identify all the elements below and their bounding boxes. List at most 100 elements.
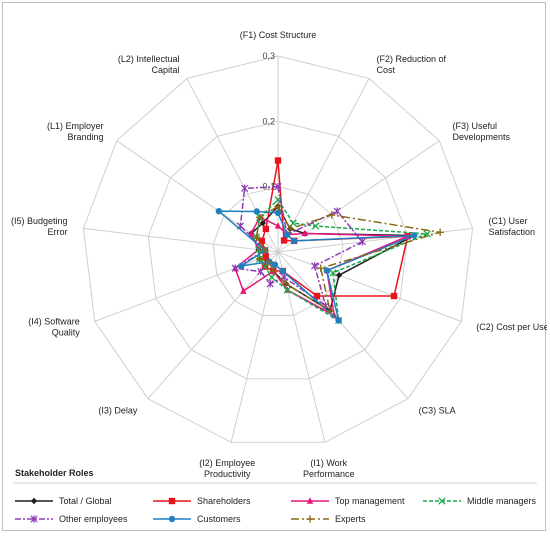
data-point — [258, 237, 266, 245]
data-point — [231, 264, 239, 272]
legend-label: Customers — [197, 514, 241, 524]
data-point — [358, 238, 366, 246]
data-point — [289, 219, 297, 227]
data-point — [274, 182, 282, 191]
tick-label: 0,3 — [262, 51, 275, 61]
axis-label: (I2) Employee Productivity — [199, 458, 255, 479]
series-layer — [215, 157, 444, 325]
axis-label-line: (I3) Delay — [98, 406, 138, 416]
axis-label-line: (I5) Budgeting — [11, 216, 68, 226]
axis-spoke — [277, 251, 326, 443]
data-point — [252, 233, 261, 241]
axis-spoke — [277, 251, 409, 400]
legend-label: Shareholders — [197, 496, 251, 506]
data-point — [30, 497, 38, 505]
data-point — [286, 225, 294, 233]
data-point — [240, 287, 247, 294]
data-point — [255, 255, 264, 263]
radar-grid — [82, 55, 474, 443]
data-point — [335, 317, 342, 324]
data-point — [257, 267, 265, 276]
data-point — [253, 208, 260, 215]
data-point — [266, 280, 274, 288]
axis-spoke — [230, 251, 279, 443]
data-point — [268, 273, 276, 282]
grid-ring-3 — [82, 55, 474, 443]
data-point — [262, 253, 269, 260]
axis-label-line: Error — [48, 227, 68, 237]
axis-label-line: Satisfaction — [488, 227, 535, 237]
data-point — [30, 515, 38, 523]
axis-spoke — [147, 251, 279, 400]
data-point — [269, 267, 278, 275]
axis-label-line: (L1) Employer — [47, 121, 104, 131]
axis-label-line: (I2) Employee — [199, 458, 255, 468]
tick-labels: 0,10,20,3 — [262, 51, 275, 192]
legend-label: Other employees — [59, 514, 128, 524]
data-point — [168, 497, 176, 505]
axis-label: (I1) Work Performance — [303, 458, 355, 479]
axis-label-line: Branding — [67, 132, 103, 142]
legend-item: Other employees — [15, 514, 128, 524]
tick-label: 0,2 — [262, 116, 275, 126]
axis-label: (F2) Reduction of Cost — [377, 54, 447, 75]
axis-label: (F1) Cost Structure — [240, 30, 317, 40]
axis-spoke — [83, 227, 279, 253]
data-point — [423, 230, 431, 238]
data-point — [262, 225, 270, 233]
data-point — [247, 229, 255, 237]
legend-item: Experts — [291, 514, 366, 524]
axis-label: (I5) Budgeting Error — [11, 216, 68, 237]
legend-item: Top management — [291, 496, 405, 506]
legend-label: Experts — [335, 514, 366, 524]
data-point — [274, 157, 282, 164]
data-point — [323, 267, 331, 274]
legend-item: Total / Global — [15, 496, 112, 506]
axis-label: (L2) Intellectual Capital — [118, 54, 180, 75]
data-point — [306, 497, 314, 504]
axis-label: (F3) Useful Developments — [452, 121, 510, 142]
series-line — [233, 185, 364, 308]
axis-label: (C2) Cost per Use — [476, 322, 547, 332]
axis-label-line: Performance — [303, 469, 355, 479]
data-point — [410, 232, 418, 239]
axis-spoke — [277, 78, 370, 253]
axis-label-line: Cost — [377, 65, 396, 75]
data-point — [335, 271, 343, 279]
axis-label-line: Quality — [52, 328, 81, 338]
legend-label: Top management — [335, 496, 405, 506]
grid-ring-1 — [212, 186, 344, 316]
data-point — [329, 269, 337, 277]
data-point — [280, 237, 288, 244]
data-point — [328, 211, 336, 219]
data-point — [274, 209, 282, 216]
data-point — [283, 286, 292, 294]
legend-item: Middle managers — [423, 496, 537, 506]
axis-label-line: (I1) Work — [310, 458, 347, 468]
data-point — [333, 207, 341, 215]
data-point — [274, 202, 282, 210]
legend-title: Stakeholder Roles — [15, 468, 94, 478]
data-point — [317, 264, 325, 272]
axis-label-line: (F2) Reduction of — [377, 54, 447, 64]
axis-label-line: (C2) Cost per Use — [476, 322, 547, 332]
series-experts — [252, 202, 444, 315]
axis-label-line: Productivity — [204, 469, 251, 479]
legend-label: Total / Global — [59, 496, 112, 506]
axis-label-line: Capital — [151, 65, 179, 75]
series-line — [216, 210, 415, 323]
series-line — [255, 205, 441, 313]
data-point — [240, 184, 249, 193]
axis-label: (I4) Software Quality — [28, 317, 80, 338]
axis-label-line: (C3) SLA — [419, 406, 456, 416]
data-point — [265, 258, 274, 266]
data-point — [438, 497, 446, 505]
axis-labels: (F1) Cost Structure (F2) Reduction of Cost… — [11, 30, 549, 479]
data-point — [279, 267, 286, 275]
data-point — [313, 292, 321, 300]
data-point — [311, 262, 319, 270]
data-point — [436, 228, 444, 237]
data-point — [259, 219, 267, 227]
axis-label-line: (I4) Software — [28, 317, 80, 327]
axis-spoke — [277, 251, 462, 322]
